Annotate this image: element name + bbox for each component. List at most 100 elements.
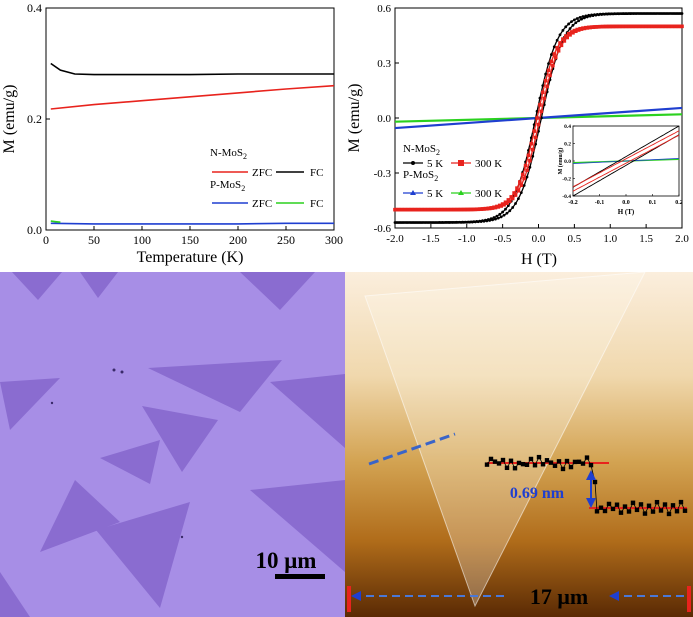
mh-series-line-marker [530, 147, 535, 152]
mh-series-line-marker [420, 207, 425, 212]
mh-series-line-marker [656, 12, 660, 15]
afm-profile-point [516, 460, 522, 466]
afm-profile-point [670, 503, 676, 508]
mh-series-line-marker [519, 183, 524, 188]
mh-series-line-marker [486, 206, 491, 211]
afm-width-label: 17 μm [530, 584, 588, 609]
mh-series-line-marker [495, 204, 499, 209]
afm-profile-line [368, 432, 456, 466]
afm-flake [364, 272, 646, 608]
mh-series-line-marker [437, 207, 442, 212]
mh-series-line-marker [466, 207, 470, 212]
mh-chart: -2.0 -1.5 -1.0 -0.5 0.0 0.5 1.0 1.5 2.0 -0.6 -0.3 0… [346, 3, 689, 268]
mh-series-line-marker [415, 221, 418, 224]
mh-series-line-marker [394, 207, 399, 212]
mh-series-line-marker [458, 220, 461, 224]
mh-series-line-marker [571, 23, 575, 27]
mh-series-line-marker [670, 24, 674, 29]
flake [142, 406, 218, 472]
afm-profile-point [524, 462, 530, 467]
mh-series-line-marker [412, 221, 416, 224]
mh-series-line-marker [520, 172, 525, 177]
afm-profile-point [520, 461, 526, 467]
flake [0, 378, 60, 430]
mh-series-line-marker [550, 53, 553, 56]
mt-ytick-label: 0.0 [27, 223, 42, 237]
mh-legend-5k-label-1: 5 K [427, 158, 443, 170]
mh-series-line-marker [633, 12, 637, 15]
mh-series-line-marker [483, 206, 488, 211]
mh-series-line-marker [661, 24, 666, 29]
mh-series-line-marker [508, 209, 512, 213]
mt-series-line [50, 84, 335, 110]
mh-series-line-marker [426, 221, 430, 224]
mh-series-line-marker [548, 73, 552, 78]
mh-series-line-marker [630, 12, 634, 15]
afm-profile-point [588, 462, 594, 468]
mh-series-line-marker [618, 24, 623, 29]
mh-series-line-marker [472, 220, 476, 224]
afm-profile-point [654, 499, 660, 505]
mt-series-line [50, 220, 61, 223]
mh-series-line-marker [590, 13, 593, 17]
afm-profile-point [658, 508, 664, 513]
mh-series-line-marker [604, 12, 608, 16]
mh-series-line-marker [675, 24, 680, 29]
afm-background [345, 272, 693, 617]
mh-series-line-marker [652, 24, 657, 29]
afm-profile-point [512, 466, 518, 471]
mh-series-line-marker [575, 17, 579, 20]
mh-series-line-marker [515, 186, 519, 190]
mh-series-line-marker [586, 25, 591, 30]
mh-inset-ylabel: M (emu/g) [557, 148, 564, 175]
mh-series-line-marker [627, 12, 631, 15]
mh-series-line-marker [440, 207, 445, 212]
mh-series-line-marker [566, 31, 571, 36]
mh-series-line-marker [469, 207, 473, 212]
mh-series-line-marker [466, 220, 470, 224]
mt-legend-fc-label-2: FC [310, 198, 323, 210]
afm-profile-point [544, 458, 550, 463]
mh-series-line-marker [411, 207, 416, 212]
mh-series-line-marker [541, 90, 545, 95]
mh-series-line-marker [629, 24, 634, 29]
afm-profile-point [492, 459, 498, 464]
mt-xtick-label: 250 [277, 233, 295, 247]
mh-series-line-marker [526, 153, 531, 158]
mh-series-line-marker [564, 25, 568, 29]
mh-series-line-marker [618, 12, 622, 16]
mh-series-line-marker [627, 24, 631, 29]
afm-profile-point [584, 455, 590, 460]
optical-dot [120, 370, 124, 374]
mh-series-line-marker [443, 207, 448, 212]
mh-legend-300k-label-1: 300 K [475, 158, 502, 170]
mh-series-line-marker [556, 48, 561, 53]
mh-inset-xtick-label: 0.2 [675, 200, 683, 206]
mh-series-line-marker [519, 191, 523, 195]
mh-xtick-label: 1.0 [603, 233, 617, 245]
mh-series-line-marker [598, 24, 603, 29]
mh-series-line-marker [417, 207, 422, 212]
mh-series-line-marker [536, 122, 541, 127]
mh-series-line-marker [558, 41, 562, 45]
mt-ytick-label: 0.4 [27, 1, 42, 15]
afm-profile-point [488, 456, 494, 462]
mh-series-line-marker [587, 13, 591, 17]
afm-profile-point [682, 508, 688, 513]
mh-series-line-marker [525, 175, 529, 179]
mh-inset-ytick-label: 0.0 [564, 159, 571, 165]
mh-series-line-marker [406, 221, 410, 224]
mh-series-line-marker [497, 203, 502, 208]
mh-series-line-marker [577, 19, 581, 23]
afm-image: 0.69 nm 17 μm [345, 272, 693, 617]
mh-series-line-marker [558, 33, 562, 37]
mh-series-line-marker [563, 34, 568, 38]
mh-series-line-marker [481, 219, 484, 223]
mh-series-line-marker [562, 39, 567, 43]
mh-inset-xtick-label: 0.0 [622, 200, 630, 206]
afm-step-label: 0.69 nm [510, 485, 565, 502]
mh-series-line-marker [636, 12, 639, 15]
mh-series-line-marker [474, 207, 479, 212]
mh-series-line-marker [638, 24, 643, 29]
mh-series-line-marker [500, 202, 505, 206]
